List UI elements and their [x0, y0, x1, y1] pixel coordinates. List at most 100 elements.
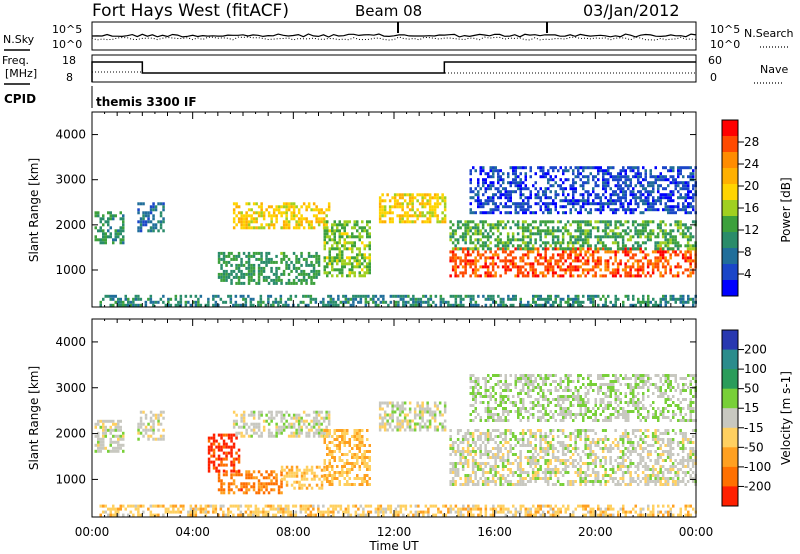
- data-cell: [381, 214, 384, 218]
- data-cell: [245, 422, 248, 426]
- data-cell: [361, 235, 364, 239]
- data-cell: [494, 238, 497, 242]
- data-cell: [474, 223, 477, 227]
- data-cell: [257, 211, 261, 215]
- data-cell: [331, 483, 334, 486]
- data-cell: [634, 220, 637, 224]
- data-cell: [109, 431, 112, 435]
- data-cell: [421, 416, 424, 420]
- data-cell: [559, 166, 562, 170]
- data-cell: [391, 404, 394, 408]
- data-cell: [323, 438, 326, 441]
- data-cell: [577, 175, 580, 179]
- data-cell: [526, 271, 530, 275]
- data-cell: [157, 202, 160, 206]
- data-cell: [692, 193, 695, 197]
- data-cell: [424, 300, 428, 304]
- data-cell: [667, 205, 670, 209]
- data-cell: [621, 238, 625, 242]
- data-cell: [549, 441, 552, 444]
- data-cell: [547, 178, 550, 182]
- data-cell: [295, 266, 298, 270]
- data-cell: [287, 434, 291, 438]
- data-cell: [564, 223, 567, 227]
- data-cell: [240, 416, 243, 420]
- data-cell: [333, 247, 336, 251]
- data-cell: [179, 303, 183, 307]
- data-cell: [484, 229, 487, 233]
- data-cell: [353, 429, 356, 432]
- data-cell: [471, 441, 475, 444]
- data-cell: [356, 220, 359, 224]
- data-cell: [240, 419, 243, 423]
- data-cell: [514, 184, 517, 188]
- data-cell: [574, 220, 577, 224]
- data-cell: [634, 208, 637, 212]
- data-cell: [684, 166, 687, 170]
- data-cell: [544, 265, 547, 269]
- data-cell: [636, 244, 640, 248]
- data-cell: [212, 454, 216, 458]
- data-cell: [669, 229, 672, 233]
- data-cell: [686, 244, 690, 248]
- data-cell: [536, 474, 540, 477]
- data-cell: [484, 453, 487, 456]
- data-cell: [551, 220, 555, 224]
- data-cell: [531, 262, 535, 266]
- data-cell: [147, 211, 150, 215]
- data-cell: [627, 294, 630, 298]
- data-cell: [328, 459, 331, 462]
- data-cell: [686, 250, 690, 254]
- data-cell: [566, 435, 570, 438]
- data-cell: [644, 169, 647, 173]
- data-cell: [323, 477, 326, 480]
- data-cell: [242, 491, 246, 495]
- data-cell: [479, 453, 482, 456]
- data-cell: [212, 294, 215, 298]
- data-cell: [499, 483, 502, 486]
- data-cell: [99, 440, 102, 444]
- data-cell: [147, 217, 150, 221]
- data-cell: [127, 303, 130, 307]
- data-cell: [584, 181, 587, 185]
- data-cell: [589, 297, 592, 301]
- data-cell: [348, 441, 351, 444]
- data-cell: [551, 238, 555, 242]
- data-cell: [521, 438, 525, 441]
- data-cell: [363, 480, 366, 483]
- data-cell: [112, 434, 115, 438]
- data-cell: [408, 428, 412, 432]
- data-cell: [502, 178, 505, 182]
- data-cell: [531, 268, 535, 272]
- data-cell: [428, 422, 432, 426]
- data-cell: [514, 459, 517, 462]
- data-cell: [544, 259, 547, 263]
- data-cell: [368, 262, 371, 266]
- data-cell: [270, 217, 273, 221]
- data-cell: [336, 477, 339, 480]
- nsearch-label: N.Search: [744, 27, 794, 40]
- data-cell: [574, 471, 577, 474]
- data-cell: [477, 178, 480, 182]
- power-data-cells: [94, 166, 697, 307]
- data-cell: [414, 300, 418, 304]
- data-cell: [230, 448, 233, 452]
- data-cell: [449, 471, 452, 474]
- data-cell: [275, 434, 278, 438]
- data-cell: [659, 184, 662, 188]
- data-cell: [341, 441, 344, 444]
- data-cell: [604, 268, 607, 272]
- data-cell: [358, 456, 361, 459]
- data-cell: [287, 303, 290, 307]
- data-cell: [322, 419, 326, 423]
- data-cell: [574, 480, 577, 483]
- data-cell: [474, 474, 477, 477]
- data-cell: [356, 262, 359, 266]
- data-cell: [441, 196, 444, 200]
- data-cell: [210, 442, 213, 446]
- data-cell: [594, 184, 597, 188]
- data-cell: [496, 229, 500, 233]
- data-cell: [312, 202, 316, 206]
- data-cell: [544, 250, 547, 254]
- data-cell: [285, 254, 288, 258]
